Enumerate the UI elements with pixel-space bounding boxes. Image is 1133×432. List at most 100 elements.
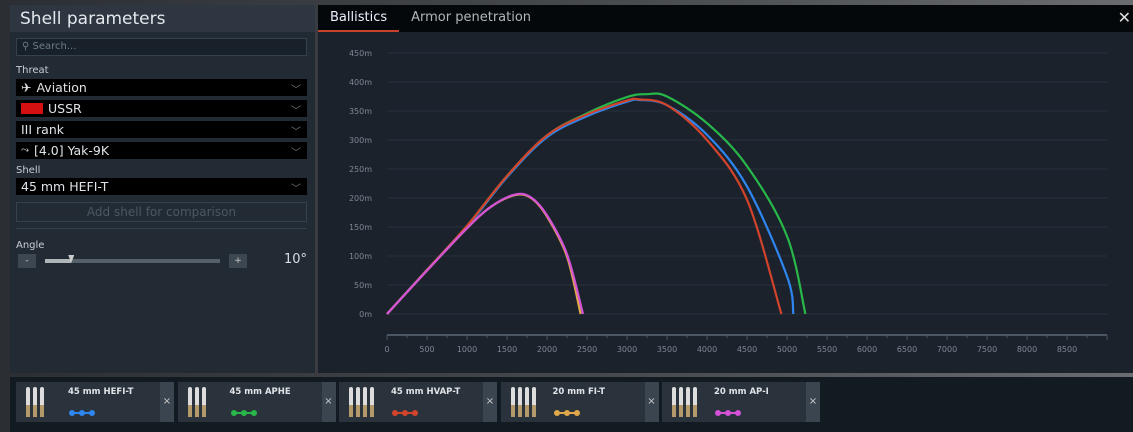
remove-shell-button[interactable]: × [160, 382, 174, 422]
shell-card-name: 45 mm APHE [229, 387, 291, 397]
shell-select[interactable]: 45 mm HEFI-T ﹀ [16, 178, 307, 195]
fighter-icon: ⤳ [21, 145, 29, 156]
series-line [386, 97, 783, 315]
y-tick-label: 350m [349, 107, 372, 116]
shell-icons [187, 387, 206, 417]
x-tick-label: 4000 [697, 345, 717, 354]
angle-value: 10° [283, 252, 307, 267]
search-icon: ⚲ [22, 41, 33, 52]
chart-panel: Ballistics Armor penetration ✕ 0m 50m 100m… [318, 5, 1133, 373]
shell-label: Shell [16, 165, 41, 176]
angle-slider[interactable] [45, 255, 220, 263]
shell-icons [26, 387, 44, 417]
angle-increase-button[interactable]: + [229, 254, 247, 268]
shell-card[interactable]: 20 mm AP-I × [662, 382, 820, 422]
shell-icon [349, 387, 353, 417]
search-input[interactable]: ⚲ Search... [16, 38, 307, 56]
shell-card-name: 20 mm FI-T [552, 387, 606, 397]
x-tick-label: 3000 [617, 345, 637, 354]
ballistics-chart: 0m 50m 100m 150m 200m 250m 300m 350m 400m 450m 0 50… [349, 49, 1108, 354]
shell-icon [40, 387, 44, 417]
shell-icon [194, 387, 199, 417]
threat-select[interactable]: ✈ Aviation ﹀ [16, 79, 307, 96]
chevron-down-icon: ﹀ [291, 148, 301, 159]
remove-shell-button[interactable]: × [644, 382, 659, 422]
shell-icon [356, 387, 360, 417]
x-tick-label: 500 [419, 345, 434, 354]
y-tick-label: 150m [349, 223, 372, 232]
shell-icon [370, 387, 374, 417]
shell-card[interactable]: 45 mm HEFI-T × [16, 382, 174, 422]
shell-icon [531, 387, 536, 417]
shell-card-name: 45 mm HVAP-T [391, 387, 461, 397]
rank-select[interactable]: III rank ﹀ [16, 121, 307, 138]
divider [16, 228, 307, 229]
legend-line-icon [392, 410, 418, 416]
x-tick-label: 0 [384, 345, 389, 354]
close-icon[interactable]: ✕ [1117, 8, 1131, 27]
legend-line-icon [230, 410, 257, 416]
vehicle-select[interactable]: ⤳ [4.0] Yak-9K ﹀ [16, 142, 307, 159]
shell-icon [33, 387, 37, 417]
slider-fill [45, 259, 72, 263]
x-tick-label: 7000 [937, 345, 957, 354]
shell-card-name: 20 mm AP-I [714, 387, 769, 397]
y-tick-label: 400m [349, 78, 372, 87]
shell-icon [510, 387, 515, 417]
x-tick-label: 6000 [857, 345, 877, 354]
x-tick-label: 1500 [497, 345, 517, 354]
y-tick-label: 0m [359, 310, 372, 319]
remove-shell-button[interactable]: × [321, 382, 336, 422]
y-tick-label: 100m [349, 252, 372, 261]
chevron-down-icon: ﹀ [291, 85, 301, 96]
ussr-flag-icon [21, 103, 43, 114]
shell-parameters-panel: Shell parameters ⚲ Search... Threat ✈ Avi… [10, 5, 315, 373]
x-tick-label: 5500 [817, 345, 837, 354]
x-tick-label: 7500 [977, 345, 997, 354]
y-tick-label: 50m [354, 281, 372, 290]
shell-comparison-bar: 45 mm HEFI-T × 45 mm APHE × 45 mm HVAP-T… [10, 377, 1133, 432]
series-line [386, 92, 807, 315]
y-tick-label: 250m [349, 165, 372, 174]
legend-line-icon [69, 410, 95, 416]
x-tick-label: 3500 [657, 345, 677, 354]
add-shell-button[interactable]: Add shell for comparison [16, 202, 307, 222]
slider-handle[interactable] [68, 255, 75, 263]
shell-card[interactable]: 45 mm HVAP-T × [339, 382, 497, 422]
y-tick-label: 200m [349, 194, 372, 203]
airplane-icon: ✈ [21, 80, 32, 95]
x-tick-label: 5000 [777, 345, 797, 354]
tab-ballistics[interactable]: Ballistics [318, 5, 400, 32]
x-tick-label: 8000 [1017, 345, 1037, 354]
shell-icons [349, 387, 374, 417]
x-tick-label: 1000 [457, 345, 477, 354]
remove-shell-button[interactable]: × [483, 382, 497, 422]
angle-decrease-button[interactable]: - [18, 254, 36, 268]
y-tick-label: 300m [349, 136, 372, 145]
series-line [386, 192, 585, 315]
angle-label: Angle [16, 240, 45, 251]
legend-line-icon [715, 410, 741, 416]
shell-icon [201, 387, 206, 417]
shell-icon [187, 387, 192, 417]
shell-icons [510, 387, 536, 417]
x-tick-label: 4500 [737, 345, 757, 354]
threat-label: Threat [16, 65, 49, 76]
remove-shell-button[interactable]: × [806, 382, 820, 422]
y-tick-label: 450m [349, 49, 372, 58]
country-select[interactable]: USSR ﹀ [16, 100, 307, 117]
shell-icon [679, 387, 683, 417]
shell-icon [693, 387, 697, 417]
series-line [386, 98, 795, 315]
shell-icon [672, 387, 676, 417]
shell-card[interactable]: 20 mm FI-T × [500, 382, 659, 422]
tab-armor-penetration[interactable]: Armor penetration [411, 10, 532, 25]
shell-card[interactable]: 45 mm APHE × [177, 382, 336, 422]
shell-icon [363, 387, 367, 417]
x-tick-label: 6500 [897, 345, 917, 354]
x-tick-label: 8500 [1057, 345, 1077, 354]
legend-line-icon [553, 410, 580, 416]
shell-icons [672, 387, 697, 417]
chevron-down-icon: ﹀ [291, 127, 301, 138]
x-tick-label: 2000 [537, 345, 557, 354]
